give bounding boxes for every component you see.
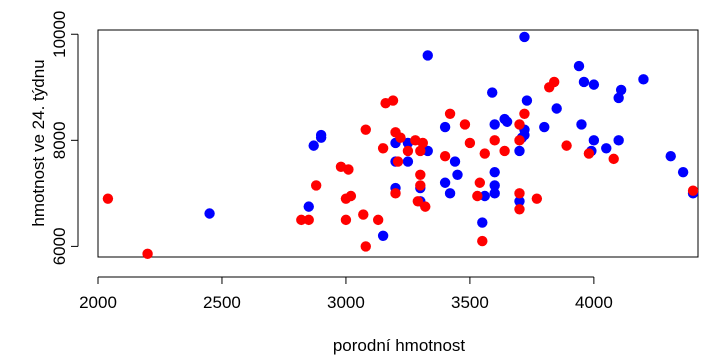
data-point [479,190,490,202]
data-point [360,124,371,135]
data-point [459,119,471,130]
data-point [392,156,404,167]
data-point [303,201,314,212]
data-point [608,153,619,165]
data-point [345,190,357,202]
data-point [420,201,431,212]
data-point [315,129,327,141]
x-axis: 2000 2500 3000 3500 4000 [79,276,613,312]
data-point [422,145,433,157]
data-point [390,188,401,199]
data-point [583,148,595,159]
data-point [521,95,533,106]
data-point [452,169,463,180]
data-point [142,248,153,260]
data-point [514,196,525,207]
data-point [499,145,510,157]
data-point [514,204,525,215]
data-point [665,151,676,162]
data-point [601,143,612,154]
x-tick-label: 3500 [451,293,489,312]
data-point [551,103,562,114]
y-tick-label: 8000 [50,121,69,159]
data-points [102,31,699,260]
data-point [372,214,384,226]
x-axis-label: porodní hmotnost [333,336,466,355]
data-point [479,148,490,159]
data-point [573,60,585,72]
data-point [588,135,600,146]
x-tick-label: 2500 [203,293,241,312]
data-point [402,156,414,167]
data-point [474,177,486,188]
data-point [531,193,543,204]
data-point [588,79,600,90]
y-tick-label: 6000 [50,227,69,265]
data-point [439,121,451,133]
data-point [489,188,500,199]
data-point [472,190,483,202]
data-point [519,31,530,43]
plot-frame [97,29,699,258]
data-point [638,74,649,85]
data-point [402,145,414,157]
data-point [501,116,513,127]
data-point [477,217,488,228]
data-point [395,132,406,143]
data-point [677,166,689,178]
data-point [303,214,314,226]
data-point [615,84,627,96]
data-point [422,50,433,61]
data-point [539,121,550,133]
y-tick-label: 10000 [50,11,69,58]
data-point [613,135,624,146]
data-point [578,76,590,88]
data-point [417,137,428,149]
data-point [514,119,525,130]
data-point [296,214,307,226]
data-point [449,156,461,167]
data-point [487,87,498,98]
data-point [444,108,456,119]
data-point [415,145,426,157]
y-axis-label: hmotnost ve 24. týdnu [29,59,48,226]
data-point [489,119,500,130]
data-point [308,140,319,151]
data-point [561,140,572,151]
data-point [439,151,451,162]
data-point [340,214,352,226]
data-point [310,180,322,191]
data-point [343,164,354,175]
x-tick-label: 4000 [575,293,613,312]
data-point [687,185,699,196]
data-point [412,196,424,207]
data-point [489,166,500,178]
data-point [377,230,389,241]
data-point [102,193,114,204]
data-point [204,208,215,219]
x-tick-label: 3000 [327,293,365,312]
data-point [613,92,624,104]
y-axis: 6000 8000 10000 [50,11,79,265]
data-point [444,188,456,199]
data-point [387,95,399,106]
x-tick-label: 2000 [79,293,117,312]
data-point [514,145,525,157]
data-point [548,76,560,88]
data-point [489,180,500,191]
data-point [519,108,530,119]
data-point [489,135,500,146]
data-point [415,180,426,191]
data-point [358,209,369,220]
data-point [464,137,476,149]
data-point [360,241,371,252]
data-point [415,169,426,180]
data-point [514,135,525,146]
data-point [439,177,451,188]
data-point [377,143,389,154]
data-point [576,119,587,130]
data-point [477,235,488,247]
data-point [514,188,525,199]
